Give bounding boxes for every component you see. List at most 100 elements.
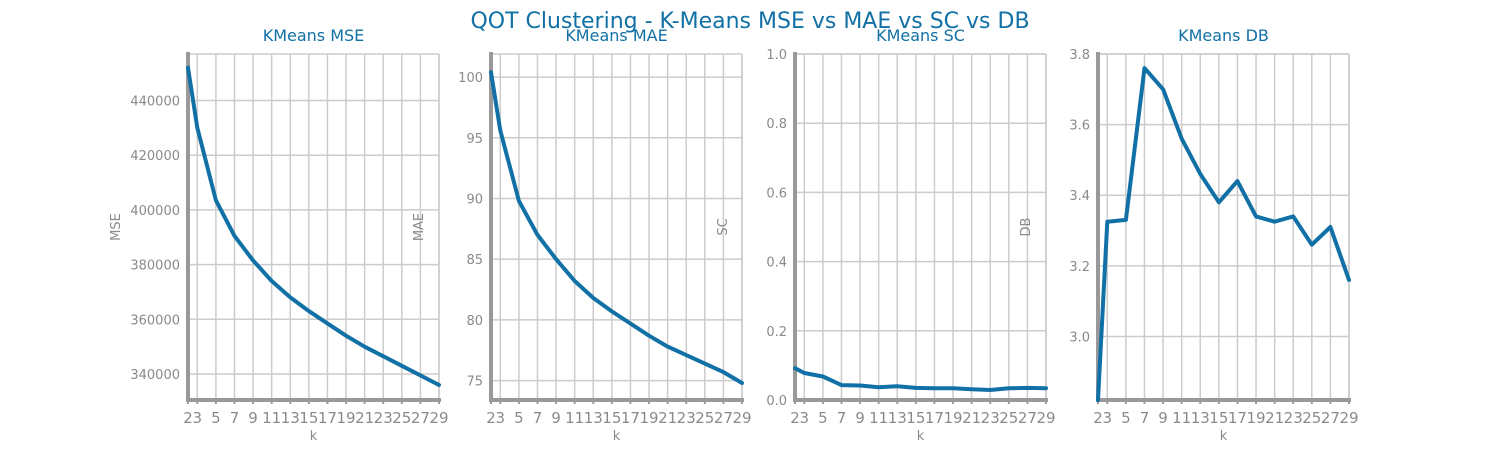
chart-panel-mae: 2 3 5 7 9 11 13 15 17 19 21 23 25 27 297580859095100kM…: [412, 26, 752, 444]
chart-0-x-tick-label: 11: [262, 409, 281, 427]
chart-1-y-tick-label: 80: [466, 314, 483, 329]
chart-2-panel-title: KMeans SC: [876, 26, 965, 45]
chart-1-x-tick-label: 5: [514, 409, 524, 427]
chart-3-y-tick-label: 3.2: [1069, 260, 1090, 275]
chart-2-y-tick-label: 0.2: [766, 325, 787, 340]
chart-2-y-tick-label: 1.0: [766, 48, 787, 63]
chart-0-x-tick-label: 23: [374, 409, 393, 427]
chart-1-x-tick-label: 9: [551, 409, 561, 427]
chart-0-y-tick-label: 360000: [130, 313, 180, 328]
chart-2-x-tick-label: 23: [981, 409, 1000, 427]
chart-1-series-line-0: [489, 70, 744, 385]
chart-1-y-tick-label: 100: [458, 71, 483, 86]
chart-3-x-tick-label: 25: [1302, 409, 1321, 427]
chart-0-y-tick-label: 420000: [130, 149, 180, 164]
chart-2-y-axis-label: SC: [716, 218, 731, 235]
chart-0-x-axis-label: k: [310, 429, 318, 444]
chart-3-series-line-0: [1096, 66, 1351, 402]
chart-1-x-axis-label: k: [613, 429, 621, 444]
chart-3-x-tick-label: 9: [1158, 409, 1168, 427]
chart-1-y-tick-label: 95: [466, 132, 483, 147]
chart-1-x-tick-label: 11: [565, 409, 584, 427]
chart-0-y-tick-label: 340000: [130, 368, 180, 383]
chart-2-x-tick-label: 15: [906, 409, 925, 427]
chart-1-x-tick-label: 2: [486, 409, 496, 427]
chart-2-x-tick-label: 25: [999, 409, 1018, 427]
chart-0-y-axis-label: MSE: [109, 213, 124, 241]
chart-panel-mse: 2 3 5 7 9 11 13 15 17 19 21 23 25 27 29340000360000380…: [109, 26, 449, 444]
chart-panel-sc: 2 3 5 7 9 11 13 15 17 19 21 23 25 27 290.00.20.40.60.8…: [716, 26, 1056, 444]
chart-1-x-tick-label: 13: [584, 409, 603, 427]
chart-1-y-tick-label: 90: [466, 192, 483, 207]
chart-2-x-tick-label: 9: [855, 409, 865, 427]
chart-2-y-tick-label: 0.6: [766, 186, 787, 201]
chart-0-series-line-0: [186, 65, 441, 387]
chart-1-x-tick-label: 17: [621, 409, 640, 427]
chart-0-y-tick-label: 380000: [130, 259, 180, 274]
chart-3-y-tick-label: 3.0: [1069, 330, 1090, 345]
chart-2-x-tick-label: 11: [869, 409, 888, 427]
chart-2-y-tick-label: 0.8: [766, 117, 787, 132]
chart-1-x-tick-label: 3: [496, 409, 506, 427]
chart-3-x-tick-label: 21: [1265, 409, 1284, 427]
chart-2-x-tick-label: 27: [1018, 409, 1037, 427]
chart-3-x-tick-label: 3: [1103, 409, 1113, 427]
chart-3-x-tick-label: 19: [1246, 409, 1265, 427]
chart-2-x-tick-label: 13: [888, 409, 907, 427]
chart-2-y-tick-label: 0.0: [766, 394, 787, 409]
chart-1-x-tick-label: 19: [639, 409, 658, 427]
chart-2-x-tick-label: 7: [837, 409, 847, 427]
chart-0-x-tick-label: 2: [183, 409, 193, 427]
chart-3-y-tick-label: 3.4: [1069, 189, 1090, 204]
chart-0-y-tick-label: 440000: [130, 94, 180, 109]
chart-0-x-tick-label: 21: [355, 409, 374, 427]
chart-1-panel-title: KMeans MAE: [565, 26, 667, 45]
chart-1-x-tick-label: 27: [714, 409, 733, 427]
chart-1-x-tick-label: 25: [695, 409, 714, 427]
chart-3-x-tick-label: 27: [1321, 409, 1340, 427]
chart-0-x-tick-label: 13: [281, 409, 300, 427]
chart-3-x-tick-label: 29: [1339, 409, 1358, 427]
chart-0-x-tick-label: 19: [336, 409, 355, 427]
chart-1-x-tick-label: 29: [732, 409, 751, 427]
chart-3-y-axis-label: DB: [1019, 218, 1034, 237]
chart-3-y-tick-label: 3.8: [1069, 48, 1090, 63]
chart-0-panel-title: KMeans MSE: [263, 26, 365, 45]
chart-3-x-tick-label: 2: [1093, 409, 1103, 427]
chart-3-x-tick-label: 5: [1121, 409, 1131, 427]
chart-3-x-tick-label: 13: [1191, 409, 1210, 427]
chart-1-y-tick-label: 75: [466, 375, 483, 390]
chart-3-y-tick-label: 3.6: [1069, 119, 1090, 134]
chart-2-x-axis-label: k: [917, 429, 925, 444]
chart-2-series-line-0: [793, 366, 1048, 392]
chart-1-x-tick-label: 21: [658, 409, 677, 427]
chart-panel-db: 2 3 5 7 9 11 13 15 17 19 21 23 25 27 293.03.23.43.63.8…: [1019, 26, 1359, 444]
chart-1-y-tick-label: 85: [466, 253, 483, 268]
chart-panels: 2 3 5 7 9 11 13 15 17 19 21 23 25 27 29340000360000380…: [109, 26, 1359, 444]
chart-2-x-tick-label: 29: [1036, 409, 1055, 427]
figure-title: QOT Clustering - K-Means MSE vs MAE vs S…: [470, 9, 1029, 34]
chart-2-x-tick-label: 3: [800, 409, 810, 427]
chart-0-x-tick-label: 15: [299, 409, 318, 427]
chart-3-x-axis-label: k: [1220, 429, 1228, 444]
chart-1-x-tick-label: 15: [602, 409, 621, 427]
chart-3-panel-title: KMeans DB: [1178, 26, 1269, 45]
chart-3-x-tick-label: 7: [1140, 409, 1150, 427]
chart-1-x-tick-label: 23: [677, 409, 696, 427]
chart-0-x-tick-label: 27: [411, 409, 430, 427]
chart-0-x-tick-label: 7: [230, 409, 240, 427]
chart-2-x-tick-label: 19: [943, 409, 962, 427]
chart-1-y-axis-label: MAE: [412, 213, 427, 241]
chart-2-x-tick-label: 17: [925, 409, 944, 427]
chart-2-x-tick-label: 21: [962, 409, 981, 427]
chart-0-x-tick-label: 29: [429, 409, 448, 427]
chart-0-x-tick-label: 17: [318, 409, 337, 427]
chart-1-x-tick-label: 7: [533, 409, 543, 427]
chart-2-x-tick-label: 5: [818, 409, 828, 427]
chart-3-x-tick-label: 15: [1209, 409, 1228, 427]
chart-0-x-tick-label: 9: [248, 409, 258, 427]
chart-0-x-tick-label: 5: [211, 409, 221, 427]
chart-0-y-tick-label: 400000: [130, 204, 180, 219]
chart-3-x-tick-label: 11: [1172, 409, 1191, 427]
